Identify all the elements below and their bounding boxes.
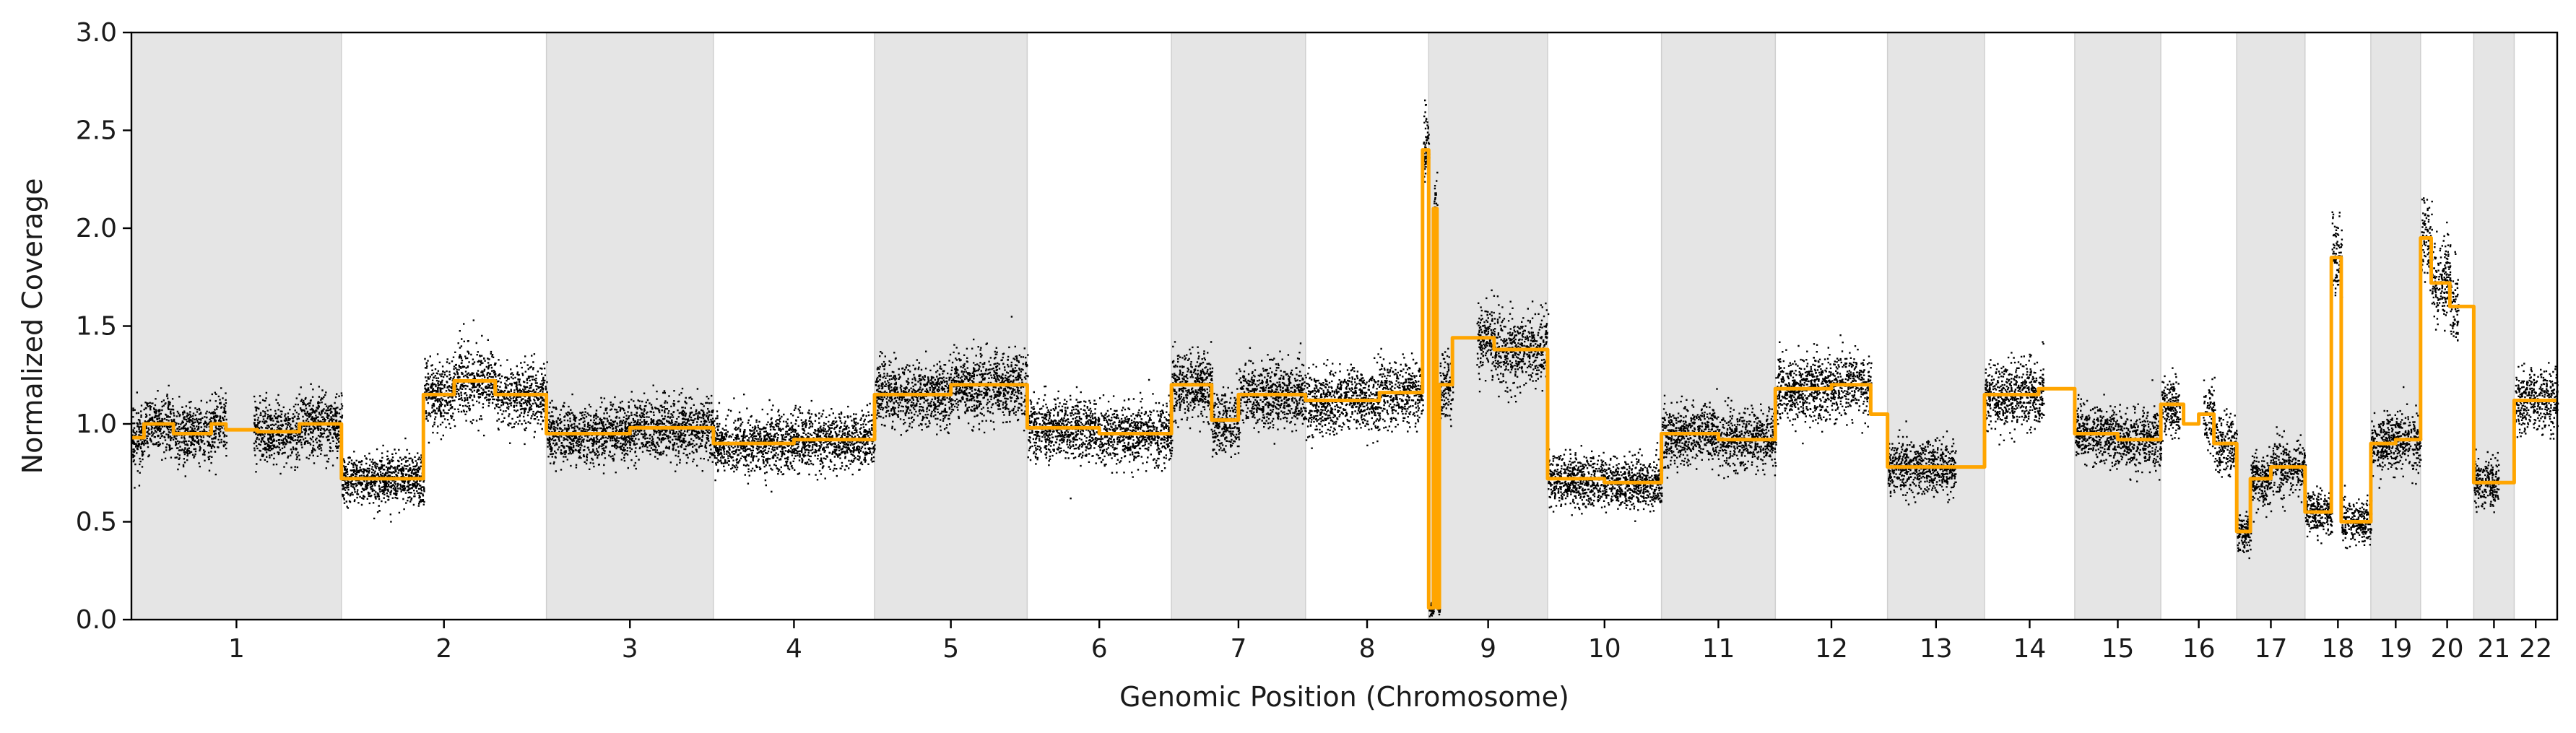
points-chr-19 — [2370, 386, 2423, 489]
x-tick-label-chr-15: 15 — [2102, 634, 2135, 664]
points-chr-16 — [2161, 367, 2239, 478]
x-tick-label-chr-21: 21 — [2477, 634, 2510, 664]
points-chr-5 — [875, 316, 1029, 436]
points-chr-18 — [2304, 211, 2373, 550]
chromosome-band-19 — [2370, 32, 2421, 620]
y-tick-label: 1.0 — [76, 409, 117, 439]
x-tick-label-chr-10: 10 — [1588, 634, 1621, 664]
points-chr-15 — [2075, 379, 2163, 482]
x-tick-label-chr-8: 8 — [1359, 634, 1376, 664]
plot-frame — [130, 31, 2559, 621]
chromosome-band-15 — [2074, 32, 2161, 620]
chromosome-band-1 — [131, 32, 342, 620]
x-tick-label-chr-9: 9 — [1480, 634, 1496, 664]
chromosome-bands — [131, 32, 2515, 620]
chromosome-band-9 — [1428, 32, 1548, 620]
points-chr-6 — [1027, 378, 1174, 500]
x-tick-label-chr-6: 6 — [1091, 634, 1108, 664]
x-tick-label-chr-4: 4 — [786, 634, 802, 664]
points-chr-17 — [2237, 426, 2307, 560]
x-axis-title: Genomic Position (Chromosome) — [1119, 681, 1569, 713]
x-tick-label-chr-18: 18 — [2321, 634, 2354, 664]
segment-lines — [131, 148, 2557, 610]
points-chr-20 — [2421, 197, 2460, 342]
x-tick-label-chr-5: 5 — [942, 634, 959, 664]
points-chr-2 — [341, 319, 548, 523]
segment-line — [131, 148, 2557, 610]
x-tick-label-chr-12: 12 — [1815, 634, 1848, 664]
y-axis-title: Normalized Coverage — [17, 178, 48, 474]
x-tick-label-chr-16: 16 — [2182, 634, 2216, 664]
x-tick-label-chr-1: 1 — [228, 634, 245, 664]
x-axis: 1 2 3 4 5 6 7 8 9 10 11 12 13 14 15 16 17 18 19 20 21 22 — [228, 620, 2552, 664]
y-tick-label: 2.0 — [76, 214, 117, 243]
points-chr-8 — [1305, 99, 1431, 449]
chromosome-band-21 — [2473, 32, 2515, 620]
chromosome-band-5 — [874, 32, 1028, 620]
points-chr-10 — [1548, 442, 1663, 522]
x-tick-label-chr-20: 20 — [2431, 634, 2464, 664]
y-tick-label: 2.5 — [76, 116, 117, 146]
chromosome-band-11 — [1661, 32, 1776, 620]
y-axis: 0.0 0.5 1.0 1.5 2.0 2.5 3.0 — [76, 18, 131, 635]
x-tick-label-chr-11: 11 — [1702, 634, 1735, 664]
y-tick-label: 0.5 — [76, 508, 117, 537]
chromosome-band-7 — [1171, 32, 1306, 620]
points-chr-1 — [131, 383, 344, 489]
x-tick-label-chr-17: 17 — [2255, 634, 2288, 664]
x-tick-label-chr-7: 7 — [1230, 634, 1246, 664]
y-tick-label: 0.0 — [76, 605, 117, 635]
y-tick-label: 1.5 — [76, 312, 117, 342]
coverage-points — [131, 99, 2559, 617]
x-tick-label-chr-22: 22 — [2519, 634, 2552, 664]
chromosome-band-13 — [1887, 32, 1985, 620]
x-tick-label-chr-3: 3 — [622, 634, 638, 664]
x-tick-label-chr-19: 19 — [2379, 634, 2412, 664]
y-tick-label: 3.0 — [76, 18, 117, 48]
x-tick-label-chr-13: 13 — [1920, 634, 1953, 664]
chromosome-band-3 — [546, 32, 714, 620]
x-tick-label-chr-2: 2 — [435, 634, 452, 664]
points-chr-13 — [1887, 420, 1957, 506]
x-tick-label-chr-14: 14 — [2013, 634, 2047, 664]
